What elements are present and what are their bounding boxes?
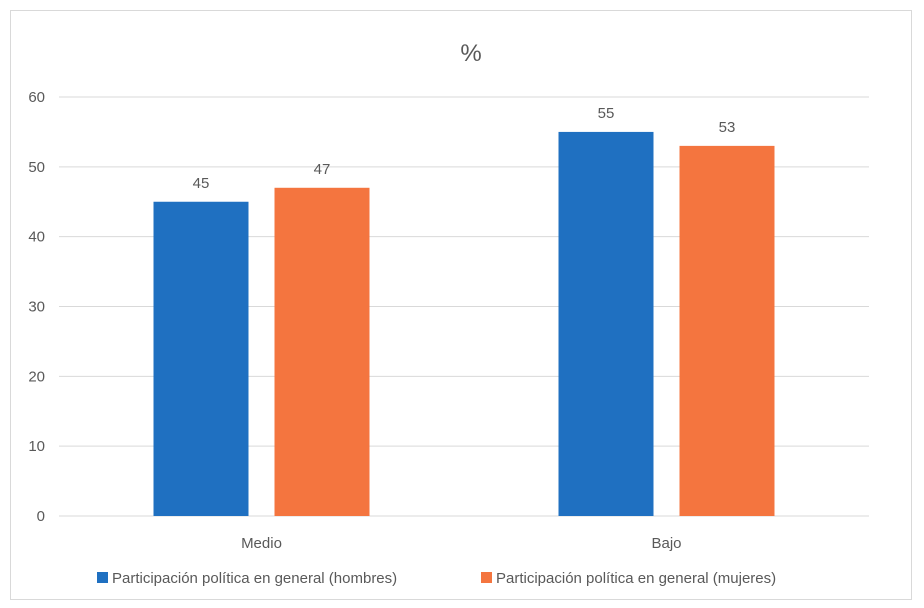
bars — [153, 131, 775, 517]
category-label-medio: Medio — [241, 535, 282, 552]
y-tick-label-30: 30 — [28, 299, 45, 316]
bar-chart: % 0 10 20 30 40 50 60 45 47 55 53 Medio Bajo Parti… — [28, 40, 869, 587]
bar-bajo-series-2 — [679, 145, 775, 516]
bar-bajo-series-1 — [558, 131, 654, 516]
value-label-medio-series-1: 45 — [193, 175, 210, 192]
legend-swatch-series-1 — [97, 572, 108, 583]
y-tick-label-10: 10 — [28, 438, 45, 455]
y-tick-label-20: 20 — [28, 368, 45, 385]
legend-label-series-2: Participación política en general (mujer… — [496, 570, 776, 587]
chart-title: % — [460, 40, 481, 67]
y-axis-ticks: 0 10 20 30 40 50 60 — [28, 89, 45, 525]
value-label-bajo-series-1: 55 — [598, 105, 615, 122]
category-labels: Medio Bajo — [241, 535, 681, 552]
y-tick-label-0: 0 — [37, 508, 45, 525]
legend: Participación política en general (hombr… — [97, 570, 776, 587]
legend-swatch-series-2 — [481, 572, 492, 583]
chart-frame: % 0 10 20 30 40 50 60 45 47 55 53 Medio Bajo Parti… — [10, 10, 912, 600]
value-labels: 45 47 55 53 — [193, 105, 736, 192]
value-label-medio-series-2: 47 — [314, 161, 331, 178]
bar-medio-series-1 — [153, 201, 249, 516]
y-tick-label-40: 40 — [28, 229, 45, 246]
category-label-bajo: Bajo — [651, 535, 681, 552]
value-label-bajo-series-2: 53 — [719, 119, 736, 136]
bar-medio-series-2 — [274, 187, 370, 517]
y-tick-label-50: 50 — [28, 159, 45, 176]
y-tick-label-60: 60 — [28, 89, 45, 106]
legend-label-series-1: Participación política en general (hombr… — [112, 570, 397, 587]
